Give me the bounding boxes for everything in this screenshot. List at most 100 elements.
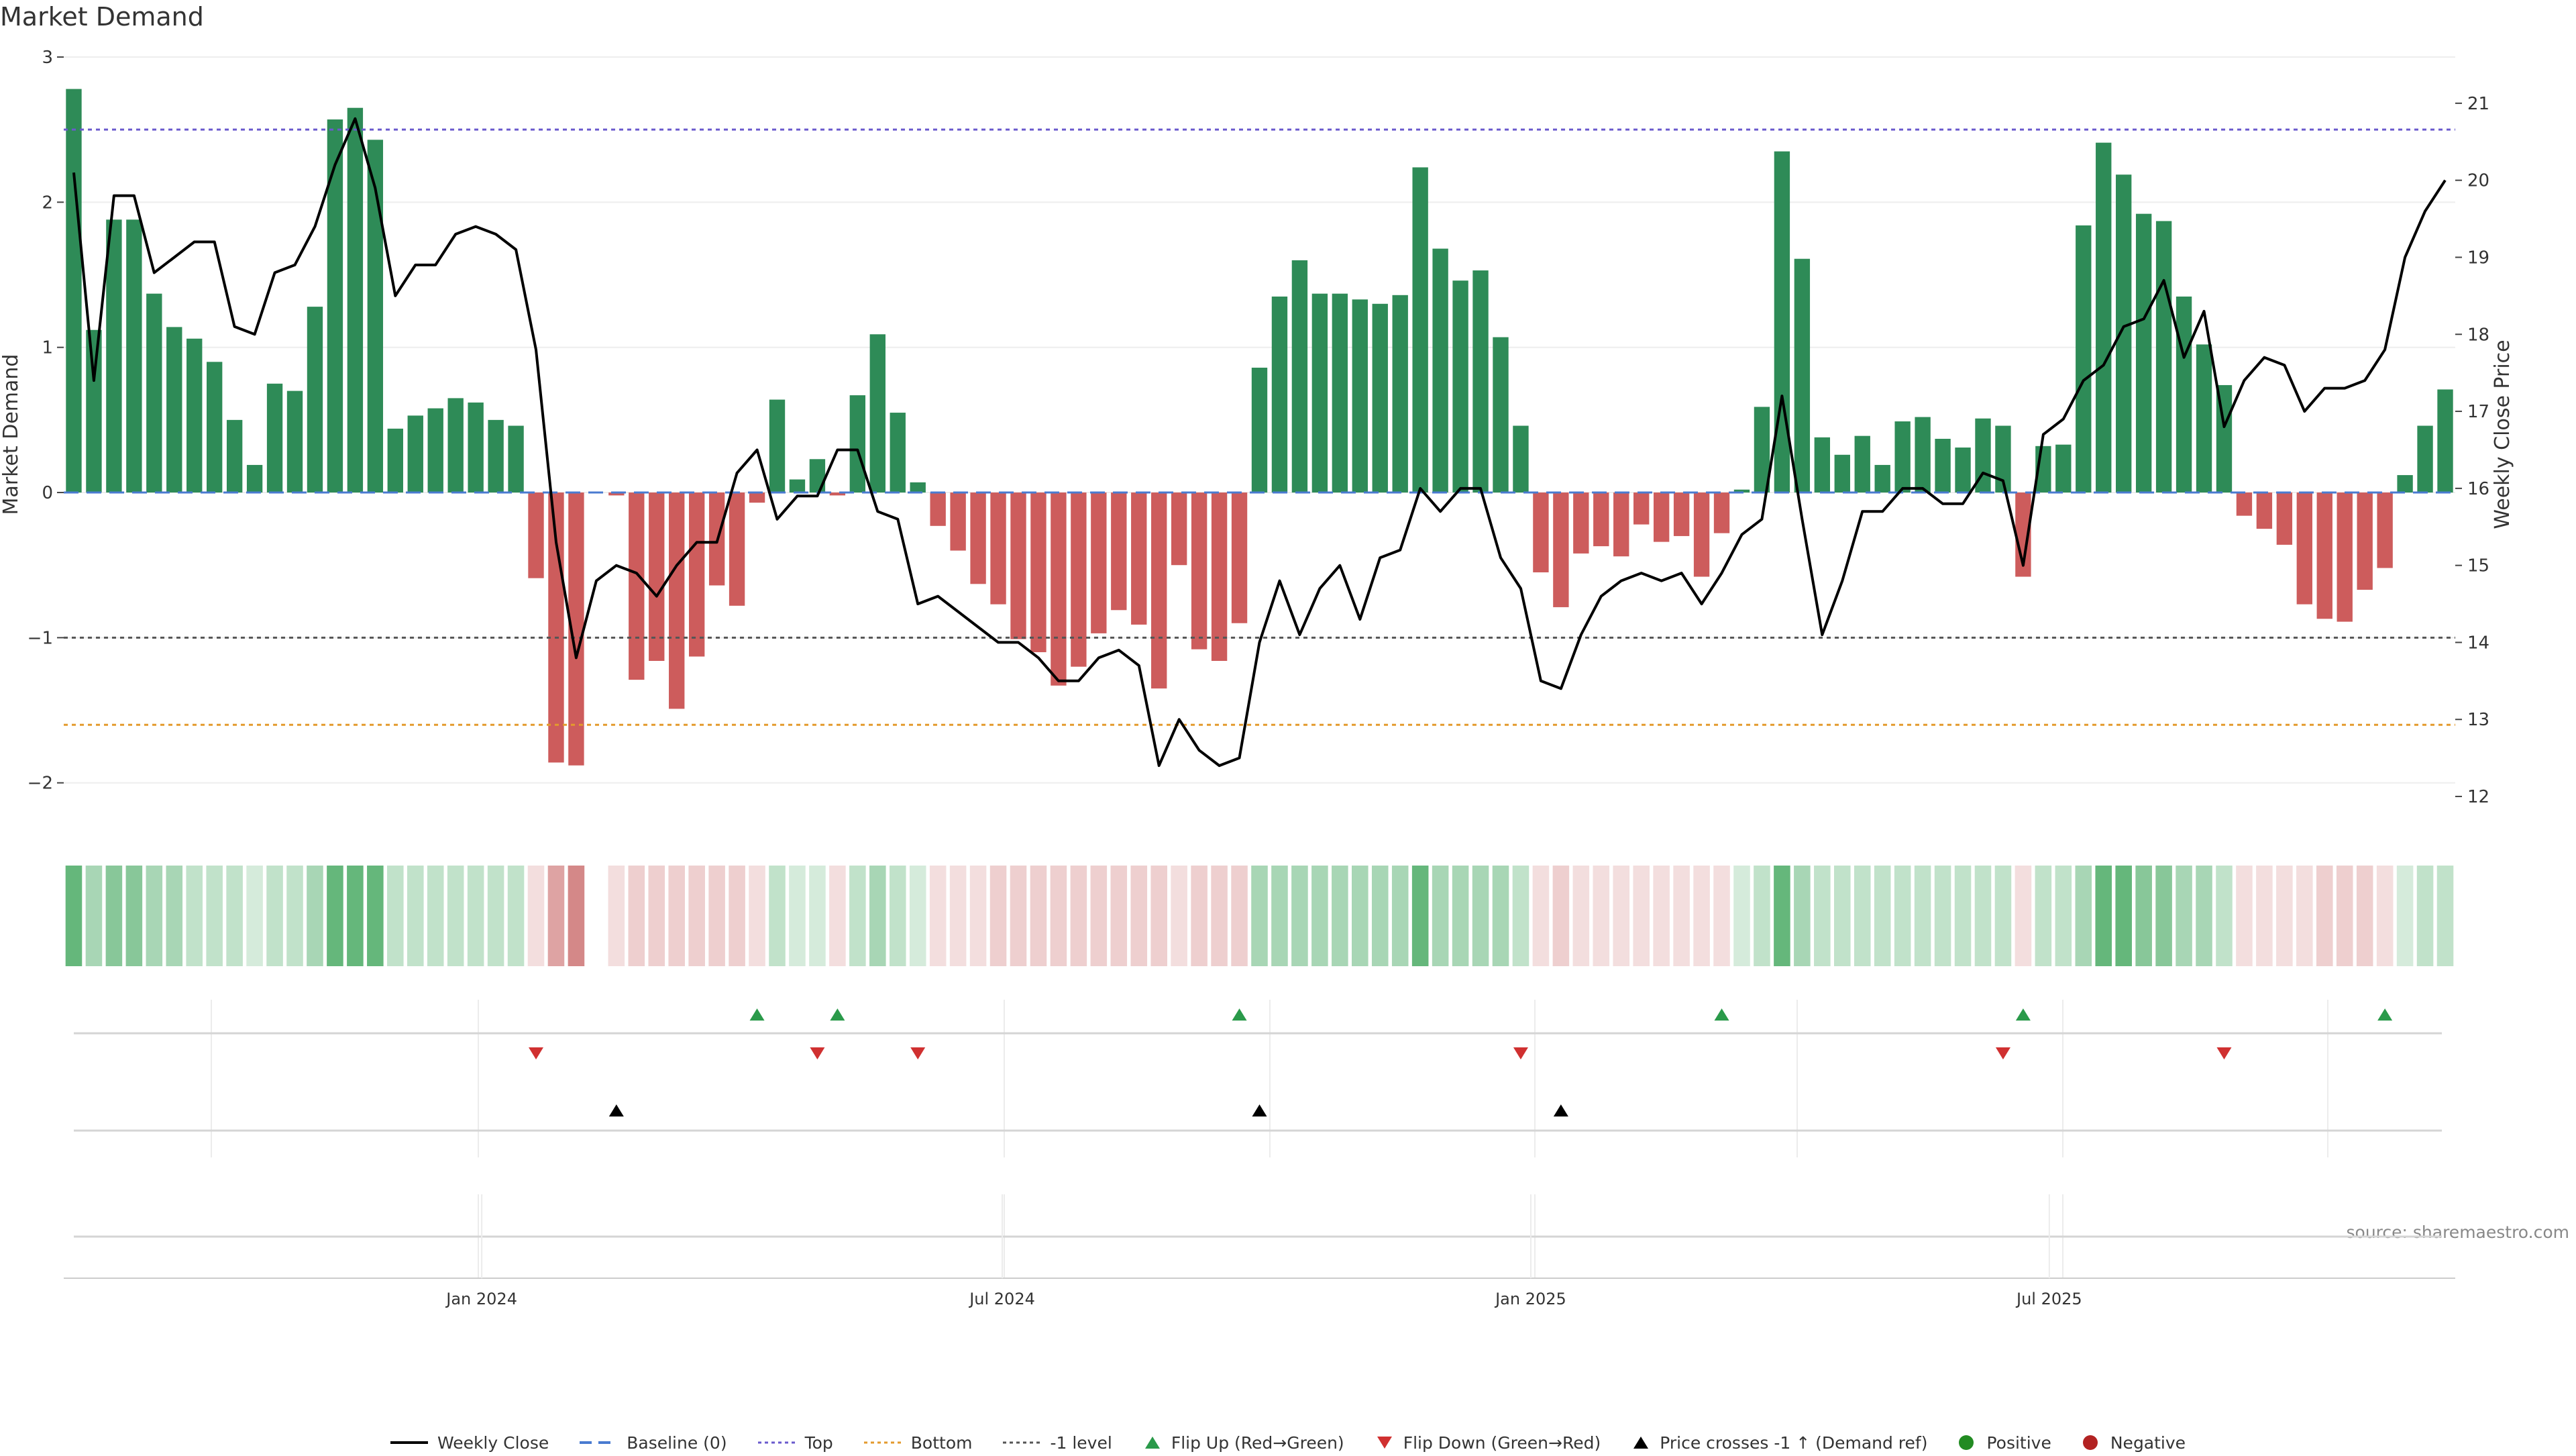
strip-cell xyxy=(467,866,484,966)
demand-bar xyxy=(2397,475,2413,493)
demand-bar xyxy=(2135,213,2152,493)
strip-cell xyxy=(307,866,323,966)
demand-bar xyxy=(1915,417,1931,493)
strip-cell xyxy=(1492,866,1509,966)
strip-cell xyxy=(949,866,967,966)
strip-cell xyxy=(749,866,765,966)
strip-cell xyxy=(1472,866,1489,966)
demand-bar xyxy=(568,492,584,766)
strip-cell xyxy=(2196,866,2212,966)
strip-cell xyxy=(286,866,303,966)
strip-cell xyxy=(1673,866,1690,966)
demand-bar xyxy=(2377,492,2393,568)
x-tick-label: Jul 2025 xyxy=(2015,1290,2082,1308)
demand-bar xyxy=(347,107,364,493)
demand-bar xyxy=(1493,337,1509,493)
y2-tick-label: 17 xyxy=(2467,402,2489,422)
demand-bar xyxy=(327,119,343,493)
triangle-up-icon xyxy=(1631,1435,1650,1451)
strip-cell xyxy=(2075,866,2092,966)
strip-cell xyxy=(769,866,786,966)
strip-cell xyxy=(447,866,464,966)
strip-cell xyxy=(2155,866,2172,966)
strip-cell xyxy=(1934,866,1951,966)
demand-bar xyxy=(2357,492,2373,590)
demand-bar xyxy=(1633,492,1650,525)
y-tick-label: −1 xyxy=(28,628,53,648)
y2-tick-label: 16 xyxy=(2467,479,2489,499)
demand-bar xyxy=(890,413,906,493)
strip-cell xyxy=(1814,866,1831,966)
legend-item-flip-up: Flip Up (Red→Green) xyxy=(1143,1433,1344,1453)
legend-item-minus-one: -1 level xyxy=(1003,1433,1112,1453)
demand-bar xyxy=(1291,260,1308,493)
strip-cell xyxy=(2135,866,2152,966)
strip-cell xyxy=(186,866,203,966)
y-tick-label: 3 xyxy=(42,48,53,68)
demand-bar xyxy=(2236,492,2253,516)
chart-title: Market Demand xyxy=(0,2,204,32)
legend-item-weekly-close: Weekly Close xyxy=(390,1433,549,1453)
demand-bar xyxy=(869,334,885,493)
strip-cell xyxy=(2396,866,2414,966)
strip-cell xyxy=(387,866,404,966)
strip-cell xyxy=(1311,866,1328,966)
strip-cell xyxy=(2416,866,2434,966)
flip-down-marker xyxy=(529,1047,544,1059)
demand-bar xyxy=(809,459,826,493)
flip-up-marker xyxy=(1232,1008,1247,1021)
strip-cell xyxy=(909,866,926,966)
demand-bar xyxy=(2176,296,2192,493)
strip-cell xyxy=(1130,866,1148,966)
strip-cell xyxy=(1332,866,1348,966)
strip-cell xyxy=(1653,866,1670,966)
strip-cell xyxy=(1754,866,1770,966)
demand-bar xyxy=(2437,389,2453,493)
dashed-line-icon xyxy=(580,1435,618,1451)
strip-cell xyxy=(2356,866,2373,966)
demand-bar xyxy=(769,399,786,493)
demand-bar xyxy=(1854,435,1870,493)
flip-down-marker xyxy=(910,1047,926,1059)
demand-bar xyxy=(1513,425,1529,493)
demand-bar xyxy=(1814,437,1831,493)
strip-cell xyxy=(568,866,585,966)
strip-cell xyxy=(1171,866,1187,966)
legend-label: Flip Down (Green→Red) xyxy=(1403,1433,1601,1453)
flip-down-marker xyxy=(1995,1047,2010,1059)
strip-cell xyxy=(608,866,625,966)
event-panels xyxy=(74,1000,2442,1278)
dot-icon xyxy=(2082,1435,2101,1451)
demand-bar xyxy=(1733,489,1750,493)
strip-cell xyxy=(1070,866,1087,966)
solid-line-icon xyxy=(390,1435,428,1451)
x-tick-label: Jan 2025 xyxy=(1494,1290,1566,1308)
legend-label: Top xyxy=(804,1433,833,1453)
demand-bar xyxy=(2256,492,2273,529)
strip-cell xyxy=(1954,866,1972,966)
strip-cell xyxy=(226,866,243,966)
demand-bar xyxy=(2155,221,2172,493)
strip-cell xyxy=(367,866,384,966)
strip-cell xyxy=(1894,866,1911,966)
strip-cell xyxy=(869,866,886,966)
strip-cell xyxy=(1572,866,1590,966)
demand-bar xyxy=(608,492,625,496)
demand-bar xyxy=(688,492,705,657)
flip-down-marker xyxy=(1513,1047,1528,1059)
demand-bars xyxy=(66,89,2453,766)
y2-tick-label: 13 xyxy=(2467,710,2489,730)
demand-bar xyxy=(669,492,685,709)
demand-bar xyxy=(1472,270,1489,493)
y2-tick-label: 21 xyxy=(2467,94,2489,114)
legend-label: Weekly Close xyxy=(437,1433,549,1453)
demand-bar xyxy=(1613,492,1629,557)
strip-cell xyxy=(1110,866,1128,966)
strip-cell xyxy=(1874,866,1891,966)
demand-bar xyxy=(1774,151,1790,493)
price-cross-marker xyxy=(1553,1104,1568,1116)
demand-bar xyxy=(1271,296,1288,493)
reference-lines xyxy=(64,128,2455,726)
demand-bar xyxy=(266,383,283,493)
triangle-down-icon xyxy=(1375,1435,1394,1451)
